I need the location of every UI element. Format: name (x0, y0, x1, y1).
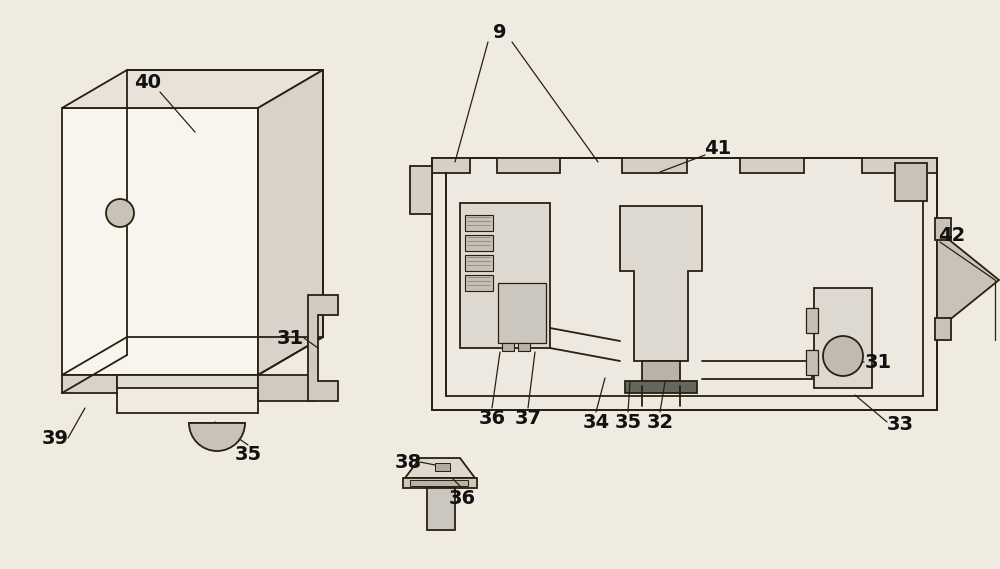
Text: 33: 33 (887, 415, 914, 435)
Polygon shape (308, 295, 338, 401)
Bar (465, 255, 493, 271)
Bar (502, 343, 514, 351)
Bar (935, 318, 951, 340)
Text: 41: 41 (704, 138, 732, 158)
Text: 42: 42 (938, 225, 966, 245)
Polygon shape (814, 288, 872, 388)
Text: 9: 9 (493, 23, 507, 42)
Text: 36: 36 (478, 409, 506, 427)
Text: 31: 31 (864, 353, 892, 372)
Text: 36: 36 (448, 489, 476, 508)
Bar (895, 163, 927, 201)
Polygon shape (62, 375, 117, 393)
Text: 35: 35 (234, 446, 262, 464)
Polygon shape (427, 488, 455, 530)
Bar (465, 235, 493, 251)
Text: 35: 35 (614, 413, 642, 431)
Text: 31: 31 (276, 328, 304, 348)
Polygon shape (62, 70, 323, 108)
Bar (435, 463, 450, 471)
Bar (806, 350, 818, 375)
Bar (410, 480, 468, 486)
Circle shape (823, 336, 863, 376)
Polygon shape (432, 158, 937, 410)
Polygon shape (62, 108, 258, 375)
Text: 34: 34 (582, 413, 610, 431)
Text: 40: 40 (134, 72, 162, 92)
Text: 38: 38 (394, 452, 422, 472)
Text: 32: 32 (646, 413, 674, 431)
Polygon shape (432, 158, 937, 173)
Polygon shape (460, 203, 550, 348)
Polygon shape (937, 230, 999, 330)
Polygon shape (642, 361, 680, 386)
Bar (465, 275, 493, 291)
Polygon shape (403, 478, 477, 488)
Polygon shape (625, 381, 697, 393)
Wedge shape (189, 423, 245, 451)
Polygon shape (405, 458, 475, 478)
Polygon shape (258, 70, 323, 375)
Bar (465, 215, 493, 231)
Bar (806, 308, 818, 333)
Bar (498, 283, 546, 343)
Polygon shape (258, 375, 313, 401)
Text: 37: 37 (514, 409, 542, 427)
Polygon shape (620, 206, 702, 361)
Circle shape (106, 199, 134, 227)
Polygon shape (117, 375, 258, 388)
Bar (935, 218, 951, 240)
Bar (518, 343, 530, 351)
Polygon shape (410, 166, 432, 214)
Text: 39: 39 (42, 428, 68, 447)
